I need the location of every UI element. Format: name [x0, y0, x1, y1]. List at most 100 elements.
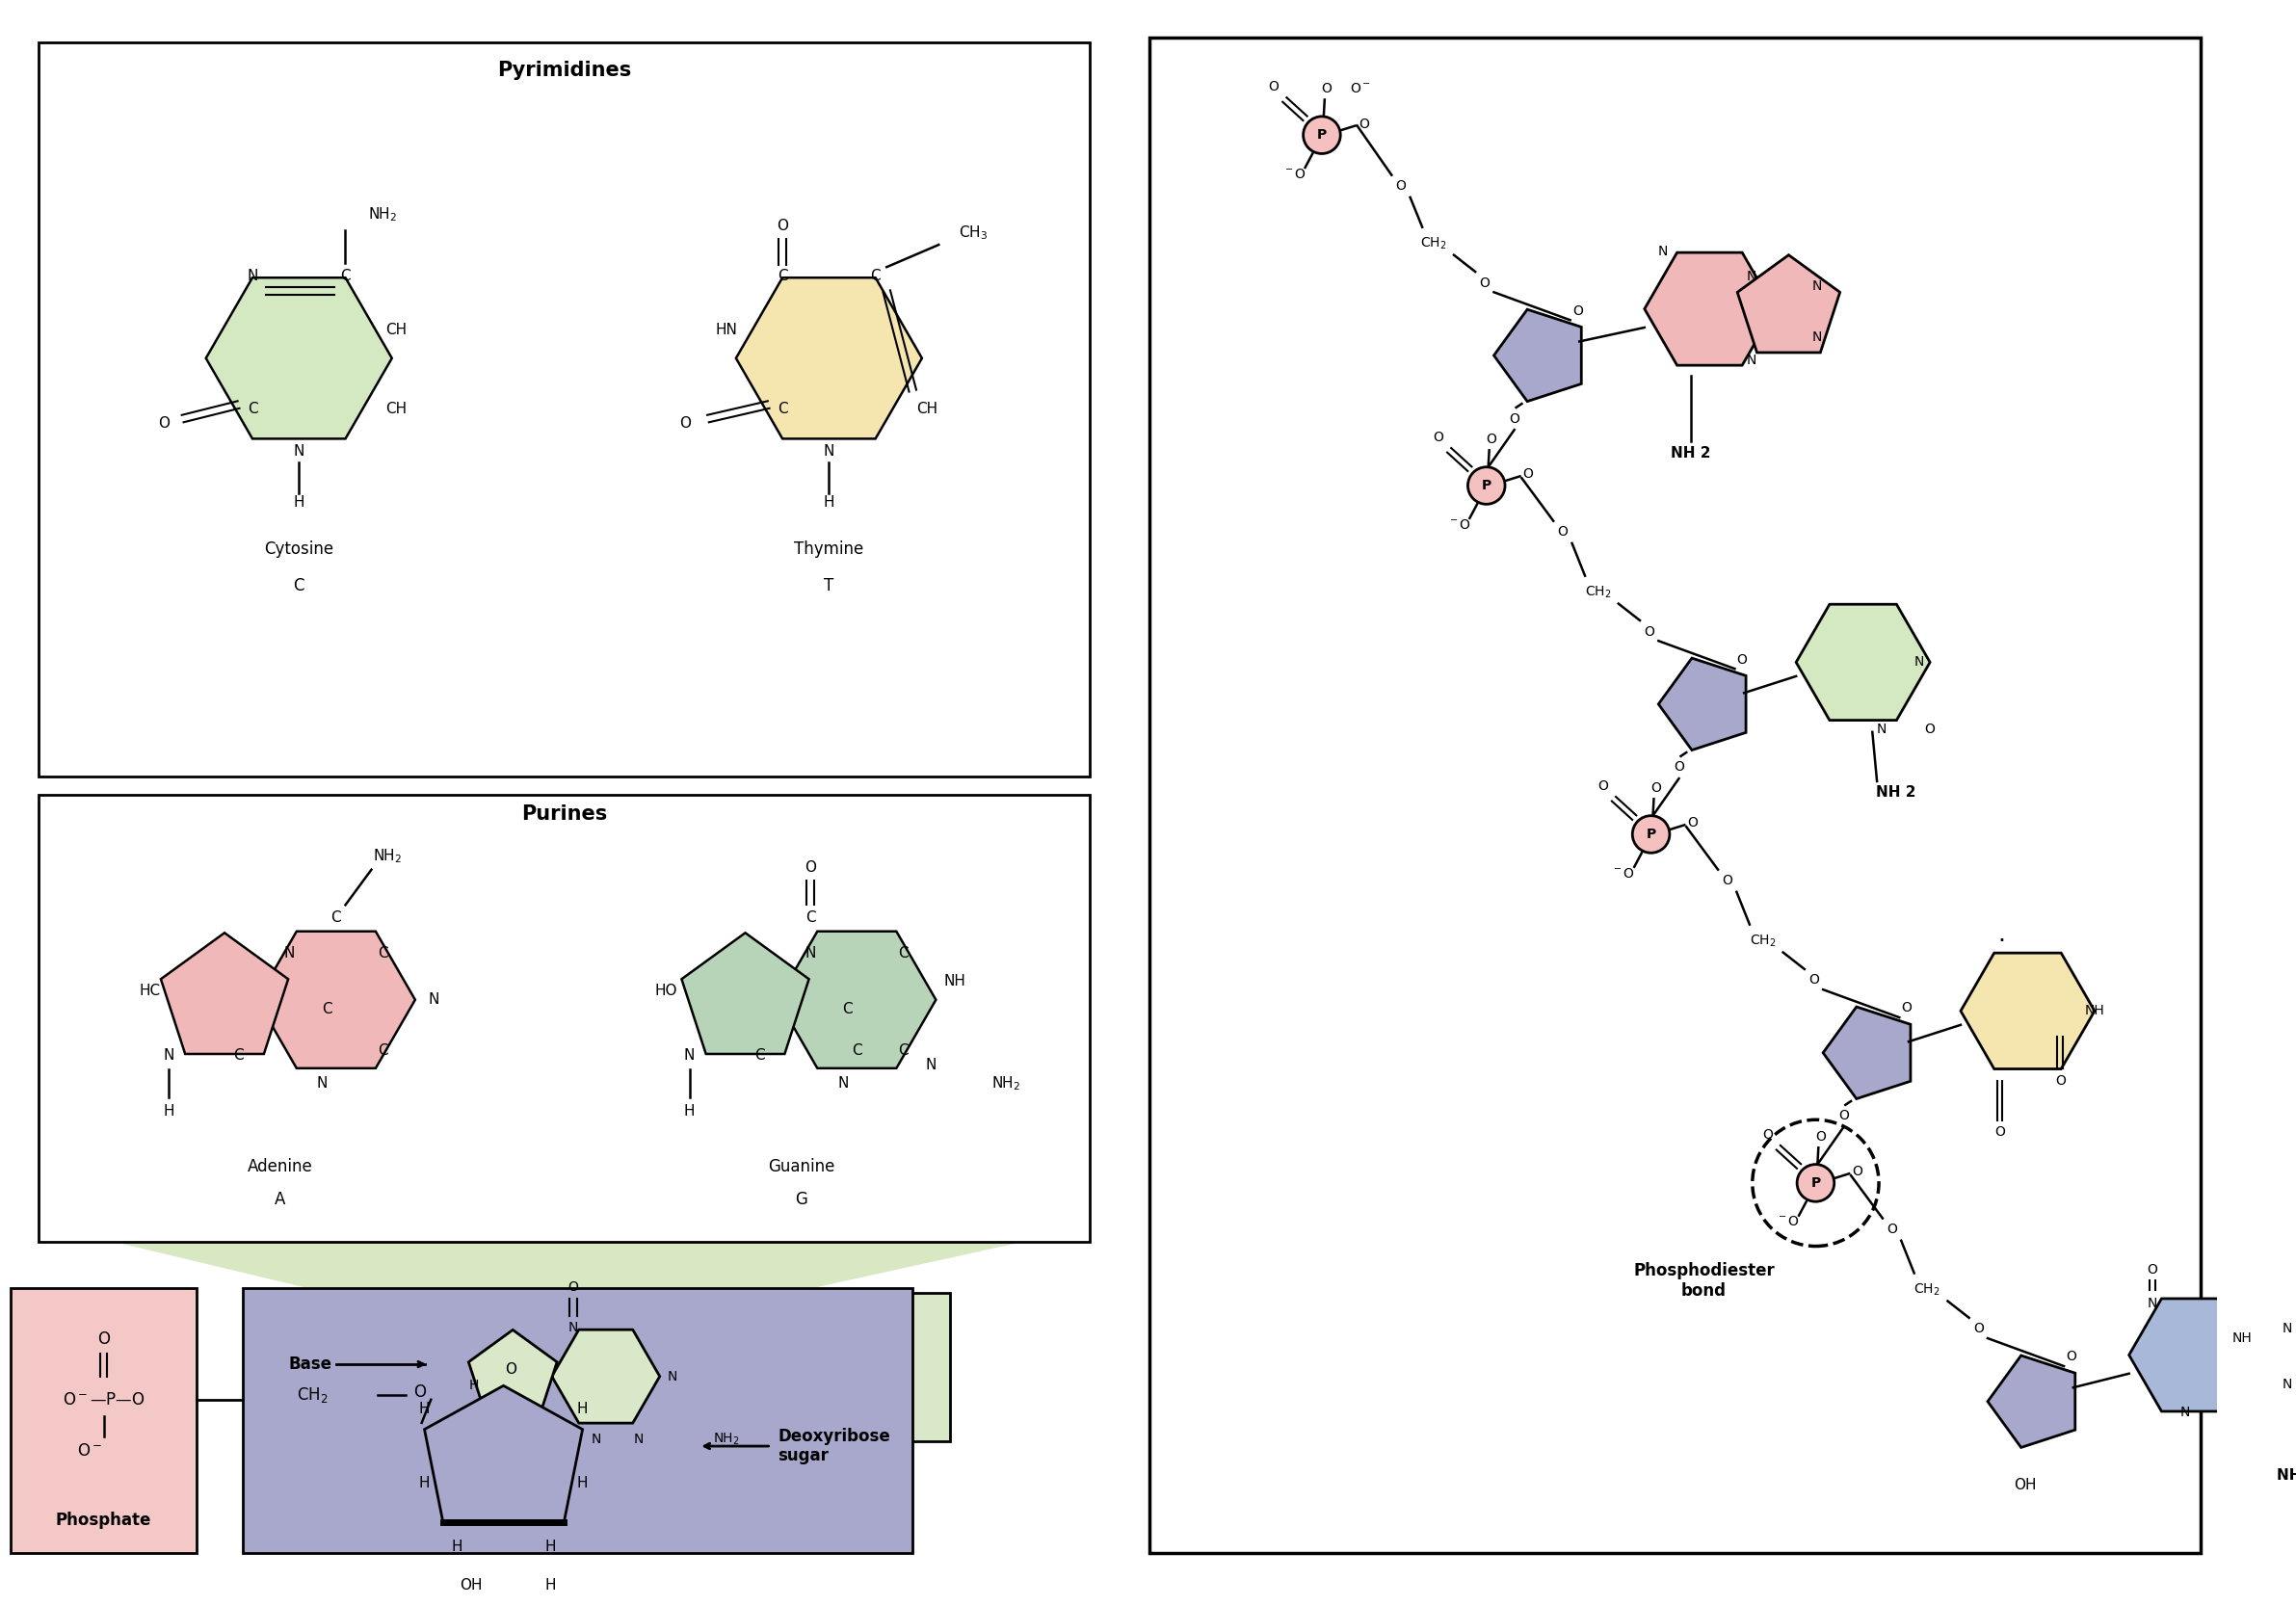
- Text: O: O: [1736, 652, 1747, 666]
- Text: N: N: [429, 993, 439, 1007]
- Text: O: O: [1267, 80, 1279, 93]
- FancyBboxPatch shape: [243, 1288, 914, 1553]
- Text: C: C: [753, 1049, 765, 1063]
- Text: C: C: [377, 1044, 388, 1058]
- Text: C: C: [843, 1002, 852, 1017]
- Text: O: O: [776, 218, 788, 233]
- Text: C: C: [852, 1044, 861, 1058]
- Text: O: O: [1722, 874, 1733, 888]
- Text: O: O: [1761, 1127, 1773, 1142]
- Circle shape: [1304, 117, 1341, 154]
- Text: N: N: [567, 1322, 579, 1335]
- Text: O: O: [2066, 1351, 2076, 1363]
- Text: O: O: [1573, 304, 1582, 318]
- Text: N: N: [2179, 1405, 2190, 1420]
- Text: O: O: [567, 1280, 579, 1294]
- Text: C: C: [321, 1002, 333, 1017]
- Text: N: N: [1876, 723, 1887, 736]
- Text: C: C: [898, 1044, 909, 1058]
- Text: NH: NH: [2232, 1331, 2252, 1344]
- Text: H: H: [418, 1476, 429, 1490]
- Text: O: O: [1853, 1164, 1862, 1179]
- Text: O$^-$: O$^-$: [1350, 82, 1371, 95]
- Text: CH: CH: [386, 402, 406, 416]
- Text: O: O: [505, 1362, 517, 1376]
- Text: N: N: [1812, 331, 1821, 344]
- Text: CH$_3$: CH$_3$: [960, 223, 987, 241]
- Text: N: N: [824, 443, 833, 458]
- Text: NH 2: NH 2: [2275, 1468, 2296, 1482]
- Text: P: P: [1481, 479, 1492, 493]
- Text: $^-$O: $^-$O: [1775, 1216, 1800, 1229]
- Text: O: O: [1557, 525, 1568, 540]
- Text: H: H: [576, 1402, 588, 1416]
- Text: N: N: [925, 1058, 937, 1073]
- Text: NH$_2$: NH$_2$: [992, 1074, 1019, 1092]
- FancyBboxPatch shape: [39, 795, 1088, 1241]
- Text: O: O: [680, 416, 691, 430]
- Text: N: N: [294, 443, 305, 458]
- Text: N: N: [1915, 655, 1924, 670]
- Text: O: O: [1972, 1322, 1984, 1336]
- Text: O: O: [1486, 432, 1497, 446]
- Text: H: H: [452, 1539, 461, 1553]
- Polygon shape: [737, 278, 923, 438]
- Polygon shape: [161, 933, 289, 1054]
- Text: O: O: [1396, 180, 1405, 193]
- Polygon shape: [1658, 658, 1745, 750]
- Text: O: O: [158, 416, 170, 430]
- FancyBboxPatch shape: [253, 1293, 951, 1442]
- Text: N: N: [2147, 1298, 2158, 1310]
- Text: Thymine: Thymine: [794, 540, 863, 557]
- FancyBboxPatch shape: [39, 42, 1088, 777]
- Text: OH: OH: [2014, 1478, 2037, 1492]
- Text: NH$_2$: NH$_2$: [367, 206, 397, 223]
- Text: O: O: [1359, 117, 1368, 130]
- Polygon shape: [425, 1386, 583, 1522]
- Text: O: O: [1479, 276, 1490, 289]
- Text: Guanine: Guanine: [767, 1158, 833, 1176]
- Text: C: C: [778, 270, 788, 284]
- Text: N: N: [248, 270, 257, 284]
- FancyBboxPatch shape: [11, 1288, 197, 1553]
- Polygon shape: [682, 933, 808, 1054]
- Text: O: O: [1901, 1002, 1913, 1015]
- Text: N: N: [684, 1049, 696, 1063]
- Text: T: T: [824, 577, 833, 594]
- Text: CH: CH: [916, 402, 937, 416]
- Text: N: N: [1747, 270, 1756, 283]
- Text: O: O: [1433, 430, 1444, 443]
- Text: HC: HC: [140, 983, 161, 997]
- Text: CH$_2$: CH$_2$: [1750, 933, 1775, 949]
- Text: N: N: [2282, 1378, 2291, 1391]
- Text: OH: OH: [459, 1579, 482, 1593]
- Polygon shape: [468, 1330, 558, 1413]
- Circle shape: [1798, 1164, 1835, 1201]
- Polygon shape: [257, 931, 416, 1068]
- Polygon shape: [1961, 952, 2094, 1070]
- Text: Cytosine: Cytosine: [264, 540, 333, 557]
- Text: O: O: [1522, 467, 1534, 482]
- Text: G: G: [794, 1192, 808, 1208]
- Text: O: O: [2055, 1074, 2066, 1087]
- Text: CH$_2$: CH$_2$: [1915, 1282, 1940, 1298]
- Text: O: O: [1320, 82, 1332, 95]
- Polygon shape: [1823, 1007, 1910, 1099]
- Text: N: N: [1812, 279, 1821, 292]
- Text: O: O: [1924, 723, 1936, 736]
- Text: N: N: [634, 1433, 643, 1447]
- Text: $^-$O: $^-$O: [1281, 167, 1306, 181]
- Text: H: H: [824, 495, 833, 509]
- Text: O: O: [1887, 1222, 1896, 1237]
- Text: O: O: [1688, 816, 1699, 830]
- Text: NH$_2$: NH$_2$: [372, 846, 402, 864]
- Text: P: P: [1318, 128, 1327, 141]
- Text: NH: NH: [2085, 1004, 2105, 1018]
- Text: C: C: [806, 911, 815, 925]
- Text: C: C: [331, 911, 342, 925]
- Text: HN: HN: [716, 323, 737, 337]
- Text: C: C: [377, 946, 388, 960]
- Text: A: A: [276, 1192, 285, 1208]
- Text: O: O: [1644, 625, 1655, 638]
- Text: O: O: [1674, 761, 1685, 774]
